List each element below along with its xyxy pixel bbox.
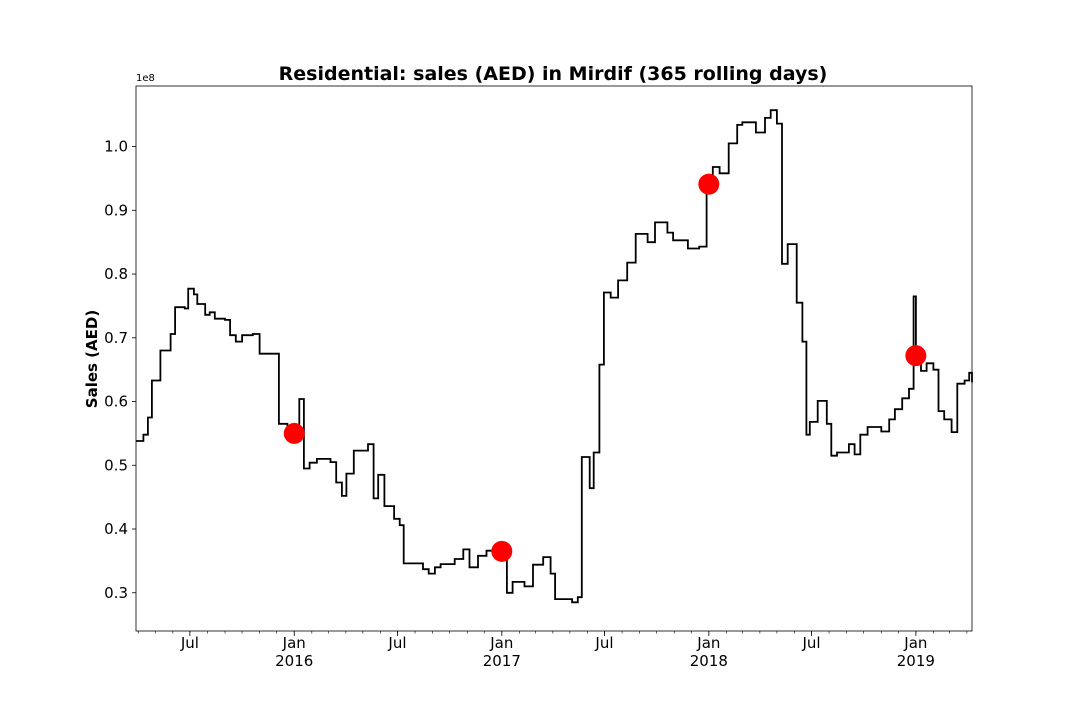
plot-area-frame xyxy=(135,85,973,632)
x-tick-label-7: Jan xyxy=(903,634,927,652)
sales-line xyxy=(136,109,973,604)
y-tick-label-6: 0.9 xyxy=(104,201,128,219)
y-scale-exponent: 1e8 xyxy=(136,73,155,84)
marker-point-3 xyxy=(905,345,927,367)
y-tick-label-7: 1.0 xyxy=(104,138,128,156)
x-tick-label-5: Jan xyxy=(696,634,720,652)
x-tick-year-label-3: 2017 xyxy=(483,652,521,670)
x-tick-label-6: Jul xyxy=(801,634,820,652)
x-tick-year-label-1: 2016 xyxy=(275,652,313,670)
x-tick-year-label-7: 2019 xyxy=(897,652,935,670)
x-tick-label-3: Jan xyxy=(489,634,513,652)
x-tick-label-2: Jul xyxy=(387,634,406,652)
y-tick-label-1: 0.4 xyxy=(104,520,128,538)
x-tick-label-0: Jul xyxy=(180,634,199,652)
y-tick-label-3: 0.6 xyxy=(104,393,128,411)
x-tick-year-label-5: 2018 xyxy=(690,652,728,670)
marker-point-0 xyxy=(283,422,305,444)
y-tick-label-4: 0.7 xyxy=(104,329,128,347)
marker-point-1 xyxy=(491,540,513,562)
marker-point-2 xyxy=(698,173,720,195)
chart-title: Residential: sales (AED) in Mirdif (365 … xyxy=(279,63,828,85)
x-tick-label-4: Jul xyxy=(594,634,613,652)
y-tick-label-0: 0.3 xyxy=(104,584,128,602)
y-axis-label: Sales (AED) xyxy=(83,310,101,408)
x-tick-label-1: Jan xyxy=(282,634,306,652)
y-tick-label-5: 0.8 xyxy=(104,265,128,283)
y-tick-label-2: 0.5 xyxy=(104,456,128,474)
